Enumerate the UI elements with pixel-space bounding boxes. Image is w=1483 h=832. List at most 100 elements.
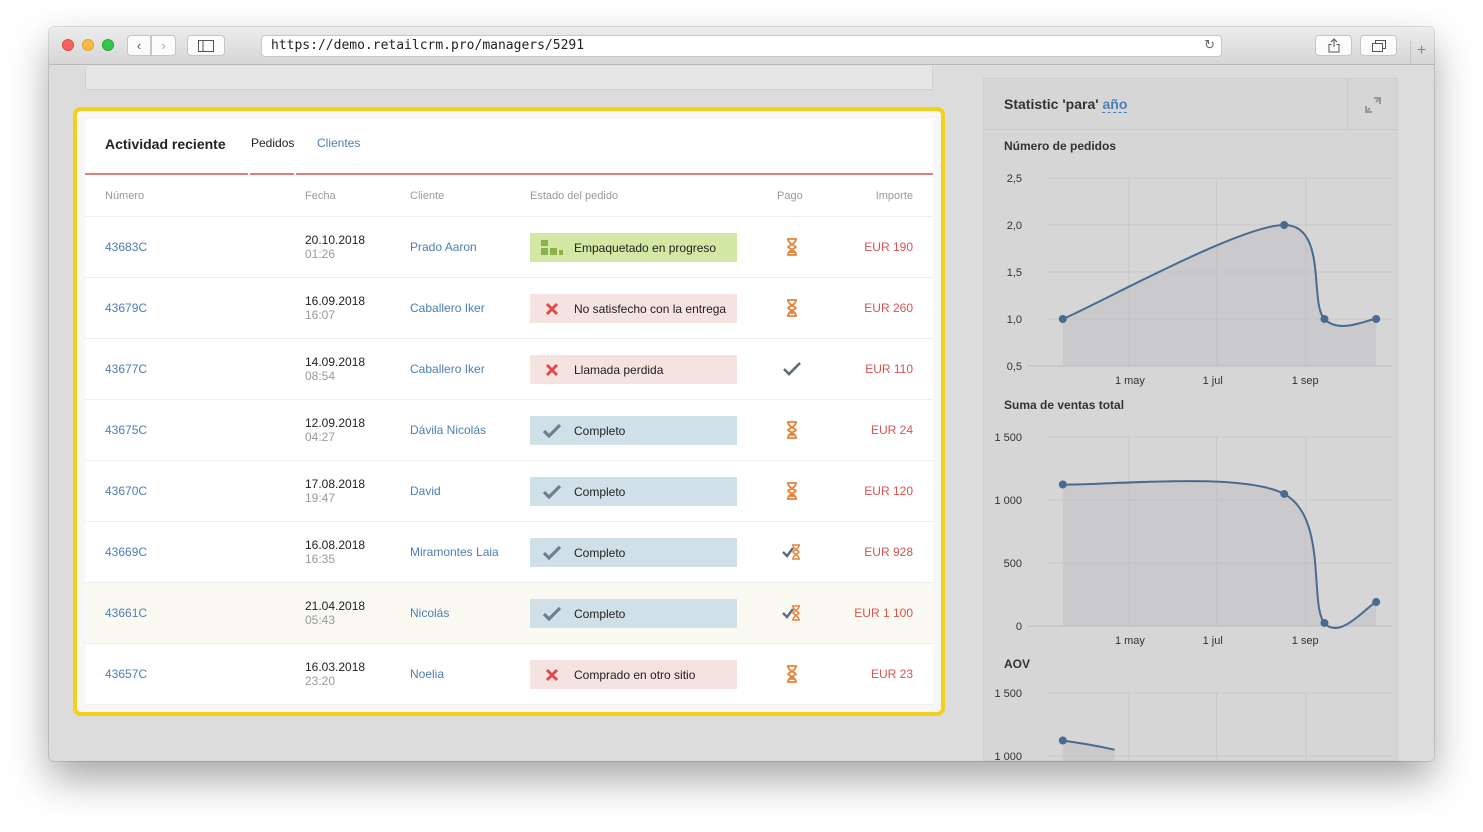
new-tab-button[interactable]: +	[1410, 41, 1432, 63]
status-badge: Completo	[530, 538, 737, 567]
partial-payment-icon	[779, 540, 805, 564]
table-row[interactable]: 43675C 12.09.2018 04:27 Dávila Nicolás Compl…	[85, 400, 933, 461]
zoom-window-button[interactable]	[102, 39, 114, 51]
url-text: https://demo.retailcrm.pro/managers/5291	[271, 38, 585, 53]
order-number-link[interactable]: 43679C	[105, 301, 148, 315]
status-label: Completo	[574, 545, 626, 560]
order-date-day: 16.03.2018	[305, 660, 366, 674]
tab-pedidos[interactable]: Pedidos	[251, 136, 295, 150]
status-badge: Llamada perdida	[530, 355, 737, 384]
checkmark-icon	[779, 357, 805, 381]
series-line	[1062, 739, 1115, 751]
data-point[interactable]	[1280, 489, 1289, 498]
statistics-title: Statistic 'para' año	[1004, 96, 1128, 113]
address-bar[interactable]: https://demo.retailcrm.pro/managers/5291…	[261, 35, 1222, 57]
client-link[interactable]: Caballero Iker	[410, 301, 485, 315]
order-date-time: 23:20	[305, 674, 336, 688]
period-selector[interactable]: año	[1102, 96, 1128, 113]
card-tabs: Actividad reciente Pedidos Clientes	[85, 119, 933, 175]
data-point[interactable]	[1372, 315, 1381, 323]
close-window-button[interactable]	[62, 39, 74, 51]
x-tick-label: 1 jul	[1203, 635, 1223, 647]
order-date: 16.03.2018 23:20	[305, 660, 365, 688]
order-number-link[interactable]: 43670C	[105, 484, 148, 498]
statistics-panel: Statistic 'para' año Número de pedidos 0…	[983, 78, 1398, 761]
client-link[interactable]: Noelia	[410, 667, 445, 681]
table-row[interactable]: 43657C 16.03.2018 23:20 Noelia Comprado en o…	[85, 644, 933, 705]
client-link[interactable]: Dávila Nicolás	[410, 423, 487, 437]
data-point[interactable]	[1320, 315, 1329, 323]
status-badge: Completo	[530, 416, 737, 445]
chart-pedidos: 0,5 1,0 1,5 2,0 2,5 1 may 1 jul 1 sep	[1007, 173, 1392, 387]
checkmark-icon	[530, 477, 574, 506]
client-link[interactable]: Prado Aaron	[410, 240, 477, 254]
x-tick-label: 1 sep	[1292, 635, 1319, 647]
client-link[interactable]: David	[410, 484, 441, 498]
order-date-day: 14.09.2018	[305, 355, 366, 369]
header-numero: Número	[105, 190, 145, 202]
data-point[interactable]	[1058, 315, 1067, 323]
forward-button[interactable]: ›	[151, 35, 176, 56]
order-date-time: 01:26	[305, 247, 336, 261]
order-number-link[interactable]: 43669C	[105, 545, 148, 559]
table-row[interactable]: 43677C 14.09.2018 08:54 Caballero Iker Llama…	[85, 339, 933, 400]
reload-icon[interactable]: ↻	[1204, 38, 1215, 53]
order-date: 21.04.2018 05:43	[305, 599, 365, 627]
previous-panel-bottom	[85, 66, 933, 90]
sidebar-toggle-button[interactable]	[187, 35, 225, 56]
browser-window: ‹ › https://demo.retailcrm.pro/managers/…	[49, 27, 1434, 761]
expand-button[interactable]	[1347, 79, 1397, 130]
chart-ventas: 0 500 1 000 1 500 1 may 1 jul 1 sep	[994, 432, 1392, 647]
hourglass-icon	[779, 479, 805, 503]
client-link[interactable]: Caballero Iker	[410, 362, 485, 376]
statistics-header: Statistic 'para' año	[984, 79, 1397, 130]
order-number-link[interactable]: 43675C	[105, 423, 148, 437]
tabs-icon	[1371, 39, 1386, 52]
x-tick-label: 1 sep	[1292, 375, 1319, 387]
series-area	[1062, 481, 1377, 629]
order-date: 14.09.2018 08:54	[305, 355, 365, 383]
highlighted-activity-card: Actividad reciente Pedidos Clientes Núme…	[73, 107, 945, 716]
browser-toolbar: ‹ › https://demo.retailcrm.pro/managers/…	[49, 27, 1434, 65]
tabs-overview-button[interactable]	[1360, 35, 1397, 56]
status-label: Completo	[574, 484, 626, 499]
sidebar-icon	[198, 39, 214, 52]
data-point[interactable]	[1280, 221, 1289, 229]
checkmark-icon	[530, 538, 574, 567]
data-point[interactable]	[1372, 598, 1381, 607]
back-button[interactable]: ‹	[127, 35, 151, 56]
order-date-time: 16:07	[305, 308, 336, 322]
share-button[interactable]	[1315, 35, 1352, 56]
y-tick-label: 0,5	[1007, 361, 1022, 373]
card-title: Actividad reciente	[105, 136, 226, 152]
data-point[interactable]	[1058, 480, 1067, 489]
series-line	[1062, 223, 1377, 327]
table-row[interactable]: 43683C 20.10.2018 01:26 Prado Aaron Empaquet…	[85, 217, 933, 278]
checkmark-icon	[530, 416, 574, 445]
cross-icon	[530, 294, 574, 323]
data-point[interactable]	[1320, 618, 1329, 627]
data-point[interactable]	[1058, 736, 1067, 745]
status-label: Completo	[574, 606, 626, 621]
checkmark-icon	[530, 599, 574, 628]
table-row[interactable]: 43679C 16.09.2018 16:07 Caballero Iker No sa…	[85, 278, 933, 339]
minimize-window-button[interactable]	[82, 39, 94, 51]
order-amount: EUR 260	[864, 301, 913, 315]
recent-activity-card: Actividad reciente Pedidos Clientes Núme…	[85, 119, 933, 705]
tab-clientes[interactable]: Clientes	[317, 136, 361, 150]
client-link[interactable]: Nicolás	[410, 606, 450, 620]
order-number-link[interactable]: 43661C	[105, 606, 148, 620]
header-fecha: Fecha	[305, 190, 336, 202]
chart-aov: 1 000 1 500	[994, 688, 1392, 761]
cross-icon	[530, 660, 574, 689]
order-number-link[interactable]: 43677C	[105, 362, 148, 376]
table-row[interactable]: 43670C 17.08.2018 19:47 David Completo EUR 12…	[85, 461, 933, 522]
header-estado: Estado del pedido	[530, 190, 619, 202]
table-row[interactable]: 43661C 21.04.2018 05:43 Nicolás Completo EUR …	[85, 583, 933, 644]
order-number-link[interactable]: 43683C	[105, 240, 148, 254]
y-tick-label: 1 500	[994, 432, 1022, 444]
client-link[interactable]: Miramontes Laia	[410, 545, 499, 559]
order-amount: EUR 24	[870, 423, 913, 437]
table-row[interactable]: 43669C 16.08.2018 16:35 Miramontes Laia Comp…	[85, 522, 933, 583]
order-number-link[interactable]: 43657C	[105, 667, 148, 681]
